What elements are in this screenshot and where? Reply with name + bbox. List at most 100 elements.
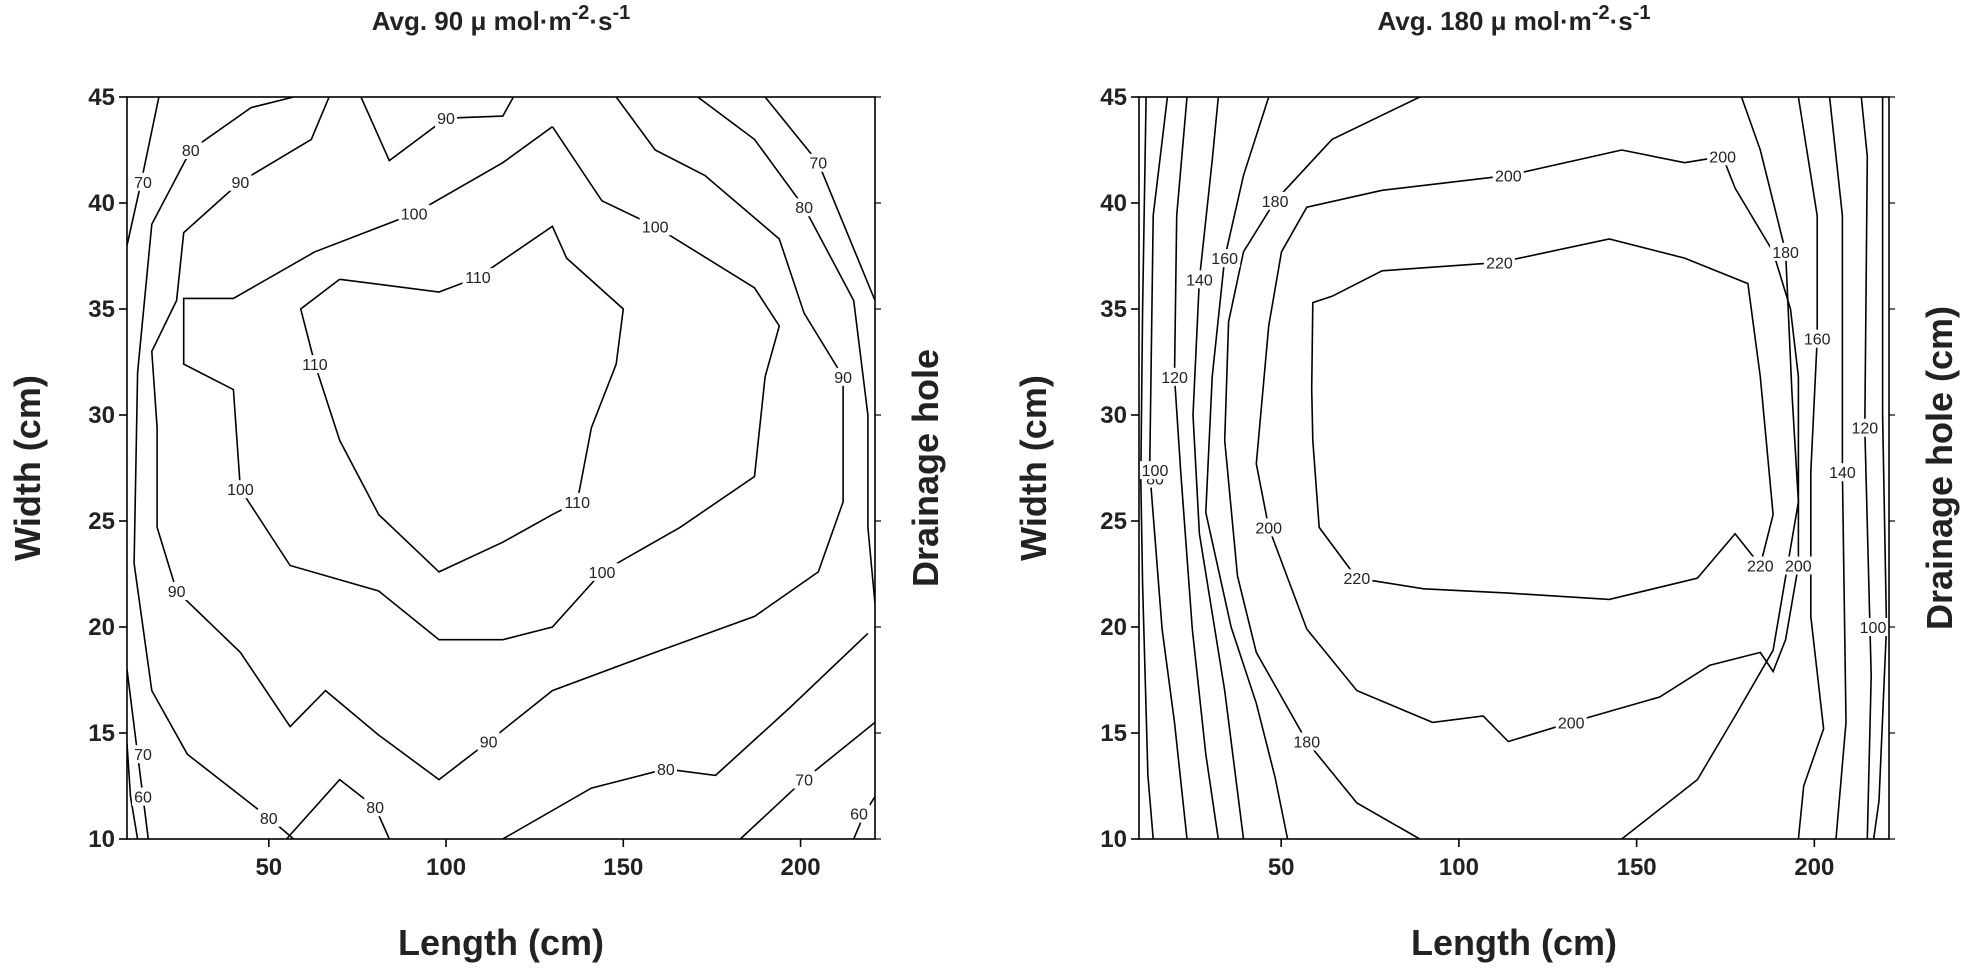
x-tick-label: 50 (1268, 854, 1295, 881)
x-tick-label: 100 (426, 854, 466, 881)
contour-label-bg (807, 153, 830, 172)
contours (1139, 97, 1888, 839)
contour-line (1797, 97, 1825, 839)
title-superscript: -1 (613, 2, 631, 24)
title-part: ·s (1610, 6, 1633, 36)
contour-label-bg (793, 198, 816, 217)
contour-line (1192, 97, 1245, 839)
x-axis-label: Length (cm) (1411, 922, 1617, 963)
contour-label: 180 (1293, 734, 1320, 751)
contour-label-bg (1801, 329, 1833, 348)
y-tick-label: 10 (1100, 826, 1127, 853)
contour-label: 110 (564, 495, 590, 512)
contour-line (1223, 97, 1421, 839)
y-tick-label: 40 (1100, 190, 1127, 217)
y-tick-label: 20 (1100, 614, 1127, 641)
contour-label-bg (229, 172, 252, 191)
contour-label-bg (364, 798, 387, 817)
contour-label-bg (586, 562, 618, 581)
contour-labels: 8010012014016018018020020020020020022022… (1139, 147, 1889, 751)
contour-label: 220 (1344, 571, 1371, 588)
contour-label: 200 (1558, 715, 1585, 732)
contour-label-bg (1259, 191, 1291, 210)
contour-label-bg (1492, 166, 1524, 185)
contour-label-bg (561, 492, 593, 511)
contour-line (1255, 149, 1800, 743)
contour-label: 160 (1804, 332, 1831, 349)
contour-label-bg (179, 141, 202, 159)
contour-label-bg (848, 804, 870, 823)
contour-label-bg (1707, 147, 1739, 166)
y-tick-label: 10 (88, 826, 115, 853)
contour-label: 180 (1772, 245, 1799, 262)
contour-line (127, 743, 139, 839)
contour-label: 100 (589, 565, 616, 582)
contour-label-bg (1849, 418, 1881, 437)
y-tick-label: 30 (1100, 402, 1127, 429)
y-tick-label: 40 (88, 190, 115, 217)
contour-label-bg (132, 172, 154, 191)
y-tick-label: 20 (88, 614, 115, 641)
title-superscript: -2 (572, 2, 590, 24)
contour-line (764, 97, 875, 301)
contour-label: 100 (1860, 620, 1887, 637)
contour-labels: 60 70 70 80 80 80 80 80 70 70 60 90 90 90 90 90 100 100 10… (132, 109, 870, 828)
contour-label: 220 (1486, 255, 1513, 272)
contour-label-bg (1744, 556, 1776, 575)
contour-label-bg (1183, 270, 1215, 289)
y-tick-label: 25 (1100, 508, 1127, 535)
x-tick-label: 50 (255, 854, 282, 881)
title-part: Avg. 90 μ mol·m (372, 6, 572, 36)
contour-label: 90 (168, 584, 186, 601)
contour-label-bg (832, 367, 855, 386)
contour-label: 200 (1709, 149, 1736, 166)
contour-label-bg (1555, 713, 1587, 732)
y-tick-label: 45 (1100, 84, 1127, 111)
contour-label: 110 (465, 270, 491, 287)
contour-label-bg (398, 204, 430, 223)
contour-label: 80 (366, 800, 384, 817)
contour-line (1204, 97, 1289, 839)
contour-label: 120 (1161, 370, 1188, 387)
x-tick-label: 100 (1439, 854, 1479, 881)
contour-label: 110 (302, 357, 328, 374)
contour-label: 70 (795, 773, 813, 790)
contour-label: 90 (232, 175, 250, 192)
contour-label: 90 (834, 370, 852, 387)
title-superscript: -2 (1592, 2, 1610, 24)
contour-label: 140 (1186, 272, 1213, 289)
contour-line (1621, 97, 1800, 839)
y2-axis-label: Drainage hole (905, 349, 946, 587)
contour-line (1872, 97, 1888, 839)
contour-line (1860, 97, 1873, 839)
contour-label-bg (1139, 461, 1171, 480)
contour-label-bg (1209, 249, 1241, 268)
contour-label: 140 (1829, 465, 1856, 482)
contour-label-bg (257, 808, 280, 827)
contour-label: 200 (1255, 520, 1282, 537)
title-part: Avg. 180 μ mol·m (1377, 6, 1591, 36)
contour-line (182, 126, 781, 641)
contour-line (1139, 97, 1154, 839)
contour-line (502, 632, 869, 839)
contour-line (697, 97, 875, 604)
x-axis-label: Length (cm) (398, 922, 604, 963)
contour-label-bg (165, 581, 188, 600)
contour-label: 100 (401, 207, 428, 224)
y-tick-label: 15 (1100, 720, 1127, 747)
contour-line (285, 778, 391, 839)
chart-panel: Avg. 90 μ mol·m-2·s-1 60 70 70 80 80 80 80 80 70 7… (7, 2, 946, 963)
contour-label: 200 (1495, 168, 1522, 185)
plot-frame (126, 96, 876, 840)
contour-label-bg (1159, 367, 1191, 386)
contour-label: 160 (1211, 251, 1238, 268)
contour-line (299, 225, 625, 573)
chart-title: Avg. 90 μ mol·m-2·s-1 (372, 2, 631, 36)
y-tick-label: 45 (88, 84, 115, 111)
contour-line (150, 97, 844, 781)
contour-label: 180 (1262, 194, 1289, 211)
contour-label: 90 (437, 111, 455, 128)
title-part: ·s (589, 6, 612, 36)
contour-label-bg (224, 480, 256, 499)
